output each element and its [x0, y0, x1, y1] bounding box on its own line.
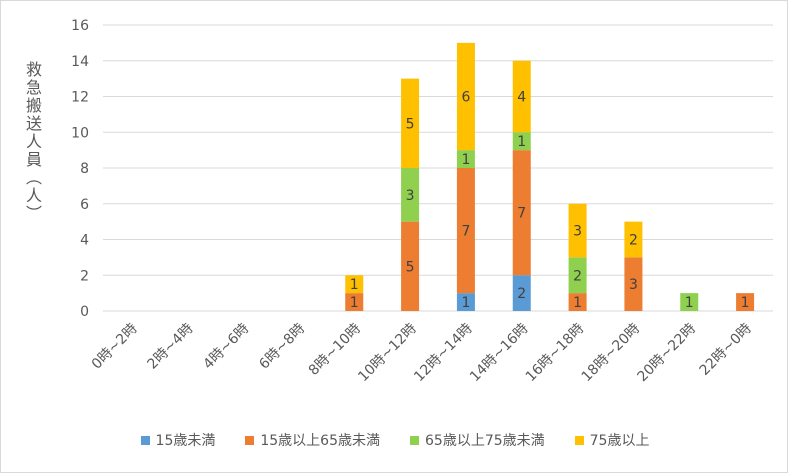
legend-item: 75歳以上 — [574, 430, 650, 450]
legend-swatch — [410, 435, 419, 445]
y-axis-label-wrap: 救急搬送人員（人） — [21, 61, 55, 261]
bar-segment — [736, 293, 755, 311]
bar-segment — [456, 150, 475, 168]
legend-swatch — [574, 435, 584, 445]
bar-segment — [512, 132, 531, 151]
y-tick-label: 12 — [71, 90, 89, 106]
y-tick-label: 16 — [71, 18, 89, 34]
data-label: 1 — [350, 277, 359, 293]
bar-segment — [568, 257, 587, 294]
y-tick-label: 10 — [71, 125, 89, 141]
y-axis-ticks: 0 2 4 6 8 10 12 14 16 — [71, 18, 89, 320]
x-tick-label: 10時~12時 — [355, 321, 420, 386]
legend-swatch — [140, 435, 150, 445]
data-label: 7 — [517, 206, 526, 222]
data-label: 2 — [517, 286, 526, 302]
x-tick-label: 0時~2時 — [89, 321, 141, 373]
x-tick-label: 16時~18時 — [523, 321, 588, 386]
data-label: 2 — [629, 233, 638, 249]
bar-segment — [345, 275, 364, 294]
data-label: 7 — [461, 224, 470, 240]
x-tick-label: 6時~8時 — [256, 321, 308, 373]
data-label: 3 — [629, 277, 638, 293]
x-tick-label: 14時~16時 — [467, 321, 532, 386]
legend-label: 15歳以上65歳未満 — [260, 433, 380, 449]
y-tick-label: 14 — [71, 54, 89, 70]
y-tick-label: 2 — [80, 268, 89, 284]
y-tick-label: 4 — [80, 233, 89, 249]
data-label: 5 — [406, 116, 415, 132]
data-label: 3 — [406, 188, 415, 204]
y-tick-label: 8 — [80, 161, 89, 177]
data-label: 4 — [517, 90, 526, 106]
bar-segment — [512, 275, 531, 311]
data-label: 1 — [461, 295, 470, 311]
data-label: 1 — [685, 295, 694, 311]
bar-segment — [512, 150, 531, 276]
data-label: 1 — [461, 152, 470, 168]
legend-item: 15歳以上65歳未満 — [245, 430, 380, 450]
bar-segment — [401, 168, 420, 222]
bar-segment — [568, 203, 587, 258]
bar-segment — [401, 221, 420, 311]
data-label: 1 — [517, 134, 526, 150]
data-label: 1 — [741, 295, 750, 311]
data-label: 1 — [573, 295, 582, 311]
y-axis-label: 救急搬送人員（人） — [23, 61, 42, 223]
gridlines — [103, 24, 773, 312]
x-tick-label: 18時~20時 — [579, 321, 644, 386]
bar-segment — [680, 293, 699, 311]
bar-segment — [512, 60, 531, 133]
x-axis-ticks: 0時~2時 2時~4時 4時~6時 6時~8時8時~10時10時~12時12時~14時… — [89, 321, 755, 386]
bar-segment — [456, 168, 475, 294]
legend-label: 15歳未満 — [155, 433, 216, 449]
legend-label: 65歳以上75歳未満 — [425, 433, 545, 449]
x-tick-label: 20時~22時 — [634, 321, 699, 386]
legend-label: 75歳以上 — [589, 433, 650, 449]
data-label: 6 — [461, 90, 470, 106]
y-tick-label: 0 — [80, 304, 89, 320]
data-label: 2 — [573, 268, 582, 284]
x-tick-label: 8時~10時 — [306, 321, 364, 379]
legend-item: 65歳以上75歳未満 — [410, 430, 545, 450]
legend: 15歳未満 15歳以上65歳未満 65歳以上75歳未満 75歳以上 — [1, 426, 788, 454]
x-tick-label: 2時~4時 — [145, 321, 197, 373]
data-label: 3 — [573, 224, 582, 240]
x-tick-label: 4時~6時 — [200, 321, 252, 373]
y-tick-label: 6 — [80, 197, 89, 213]
data-label: 1 — [350, 295, 359, 311]
bar-segment — [624, 221, 643, 258]
bars: 1 1 5 3 5 1 7 1 6 2 7 1 4 1 2 3 3 2 1 1 — [345, 42, 755, 311]
x-tick-label: 22時~0時 — [697, 321, 755, 379]
x-tick-label: 12時~14時 — [411, 321, 476, 386]
bar-segment — [456, 293, 475, 311]
bar-segment — [401, 78, 420, 168]
legend-swatch — [245, 435, 255, 445]
bar-segment — [345, 293, 364, 311]
bar-segment — [456, 42, 475, 151]
data-label: 5 — [406, 259, 415, 275]
bar-segment — [568, 293, 587, 311]
bar-segment — [624, 257, 643, 311]
legend-item: 15歳未満 — [140, 430, 216, 450]
